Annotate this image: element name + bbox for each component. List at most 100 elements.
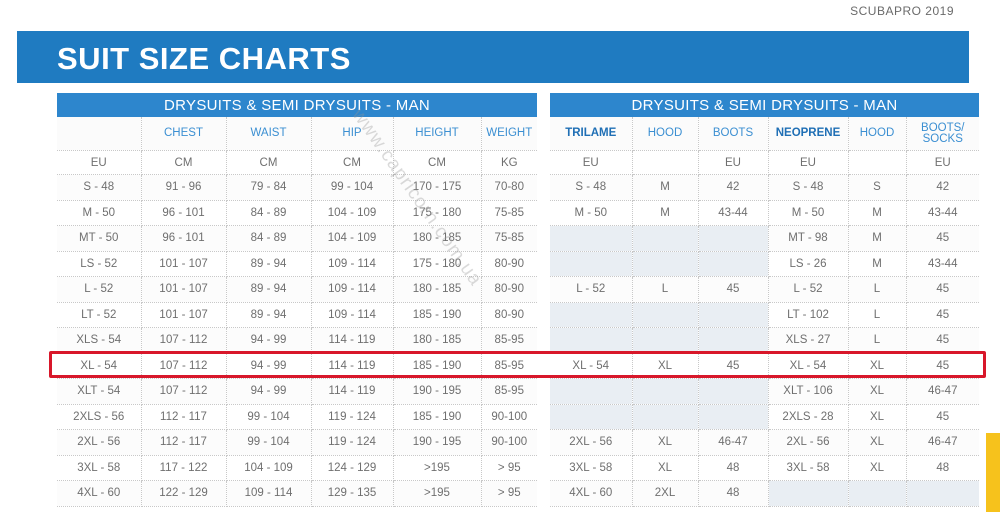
table-row: LT - 52 101 - 107 89 - 94 109 - 114 185 - 19… xyxy=(57,302,538,328)
table-cell: L xyxy=(848,276,907,303)
table-cell: 48 xyxy=(698,455,769,481)
table-cell: XL xyxy=(848,429,907,456)
right-table-header-4: HOOD xyxy=(848,117,907,151)
table-row: MT - 50 96 - 101 84 - 89 104 - 109 180 - 185… xyxy=(57,225,538,252)
table-cell xyxy=(906,480,980,507)
unit-cell: EU xyxy=(768,150,849,175)
table-cell: 180 - 185 xyxy=(393,276,482,303)
table-cell: 45 xyxy=(698,276,769,303)
table-cell: XL xyxy=(848,404,907,430)
table-cell: 43-44 xyxy=(906,200,980,226)
table-row: LS - 26 M 43-44 xyxy=(550,251,980,277)
table-cell: 129 - 135 xyxy=(311,480,394,507)
table-cell: XL xyxy=(632,353,699,379)
table-cell: L xyxy=(632,276,699,303)
table-cell: 109 - 114 xyxy=(311,276,394,303)
table-cell: 84 - 89 xyxy=(226,225,312,252)
table-cell: 48 xyxy=(906,455,980,481)
table-cell: 42 xyxy=(906,174,980,201)
table-cell: XLT - 54 xyxy=(57,378,142,405)
table-row: L - 52 L 45 L - 52 L 45 xyxy=(550,276,980,303)
table-row: XL - 54 XL 45 XL - 54 XL 45 xyxy=(550,353,980,379)
unit-cell: CM xyxy=(311,150,394,175)
table-cell: S - 48 xyxy=(57,174,142,201)
table-cell: 170 - 175 xyxy=(393,174,482,201)
table-cell xyxy=(632,404,699,430)
table-cell: 112 - 117 xyxy=(141,429,227,456)
table-row: 3XL - 58 117 - 122 104 - 109 124 - 129 >195 >… xyxy=(57,455,538,481)
table-cell: 117 - 122 xyxy=(141,455,227,481)
brand-label: SCUBAPRO 2019 xyxy=(850,4,954,18)
table-cell: 119 - 124 xyxy=(311,429,394,456)
table-cell xyxy=(698,378,769,405)
table-cell: 45 xyxy=(698,353,769,379)
table-cell: 2XLS - 56 xyxy=(57,404,142,430)
table-row: 2XL - 56 XL 46-47 2XL - 56 XL 46-47 xyxy=(550,429,980,456)
unit-cell: EU xyxy=(550,150,633,175)
table-cell: XL xyxy=(632,455,699,481)
right-table-header-3: NEOPRENE xyxy=(768,117,849,151)
table-cell: 114 - 119 xyxy=(311,378,394,405)
table-cell: L - 52 xyxy=(57,276,142,303)
table-row: S - 48 M 42 S - 48 S 42 xyxy=(550,174,980,201)
left-table-header-1: CHEST xyxy=(141,117,227,151)
table-cell: 3XL - 58 xyxy=(768,455,849,481)
table-cell: L - 52 xyxy=(768,276,849,303)
table-cell: 104 - 109 xyxy=(311,225,394,252)
table-cell: 185 - 190 xyxy=(393,404,482,430)
table-cell: 109 - 114 xyxy=(311,251,394,277)
right-size-table: DRYSUITS & SEMI DRYSUITS - MAN TRILAME HO… xyxy=(550,93,980,507)
table-cell: M xyxy=(848,200,907,226)
unit-cell xyxy=(848,150,907,175)
table-cell: 2XL - 56 xyxy=(768,429,849,456)
left-table-header-5: WEIGHT xyxy=(481,117,538,151)
table-cell: 85-95 xyxy=(481,353,538,379)
page-title: SUIT SIZE CHARTS xyxy=(57,41,351,76)
table-cell: 185 - 190 xyxy=(393,302,482,328)
table-cell: 2XL - 56 xyxy=(550,429,633,456)
table-cell: 46-47 xyxy=(906,429,980,456)
left-size-table: DRYSUITS & SEMI DRYSUITS - MAN CHEST WAIS… xyxy=(57,93,538,507)
table-cell xyxy=(632,302,699,328)
table-cell: 99 - 104 xyxy=(226,404,312,430)
table-row: XL - 54 107 - 112 94 - 99 114 - 119 185 - 19… xyxy=(57,353,538,379)
table-row: 2XLS - 28 XL 45 xyxy=(550,404,980,430)
table-cell: 89 - 94 xyxy=(226,276,312,303)
table-cell: 3XL - 58 xyxy=(550,455,633,481)
table-cell: 84 - 89 xyxy=(226,200,312,226)
table-cell xyxy=(632,327,699,354)
right-table-header-0: TRILAME xyxy=(550,117,633,151)
table-cell: LT - 102 xyxy=(768,302,849,328)
table-cell: 96 - 101 xyxy=(141,225,227,252)
table-cell: 107 - 112 xyxy=(141,353,227,379)
right-table-header-1: HOOD xyxy=(632,117,699,151)
table-cell: 85-95 xyxy=(481,378,538,405)
table-cell: 2XL - 56 xyxy=(57,429,142,456)
table-cell: 46-47 xyxy=(906,378,980,405)
table-cell: 89 - 94 xyxy=(226,251,312,277)
right-table-header-5: BOOTS/ SOCKS xyxy=(906,117,980,151)
table-cell: S xyxy=(848,174,907,201)
table-cell: 101 - 107 xyxy=(141,251,227,277)
table-cell: 45 xyxy=(906,404,980,430)
table-row: LS - 52 101 - 107 89 - 94 109 - 114 175 - 18… xyxy=(57,251,538,277)
table-cell: L - 52 xyxy=(550,276,633,303)
table-cell: 75-85 xyxy=(481,200,538,226)
table-cell: 3XL - 58 xyxy=(57,455,142,481)
unit-cell: CM xyxy=(226,150,312,175)
table-cell xyxy=(632,378,699,405)
table-cell: 99 - 104 xyxy=(226,429,312,456)
table-cell: XL - 54 xyxy=(57,353,142,379)
table-cell: XLS - 54 xyxy=(57,327,142,354)
table-cell: 119 - 124 xyxy=(311,404,394,430)
table-cell xyxy=(550,327,633,354)
table-cell: XL xyxy=(848,455,907,481)
table-cell: S - 48 xyxy=(550,174,633,201)
table-cell: 185 - 190 xyxy=(393,353,482,379)
table-cell: 80-90 xyxy=(481,302,538,328)
table-cell: 114 - 119 xyxy=(311,327,394,354)
table-cell: 43-44 xyxy=(906,251,980,277)
table-cell: LT - 52 xyxy=(57,302,142,328)
right-table-header-2: BOOTS xyxy=(698,117,769,151)
table-cell: M xyxy=(632,200,699,226)
